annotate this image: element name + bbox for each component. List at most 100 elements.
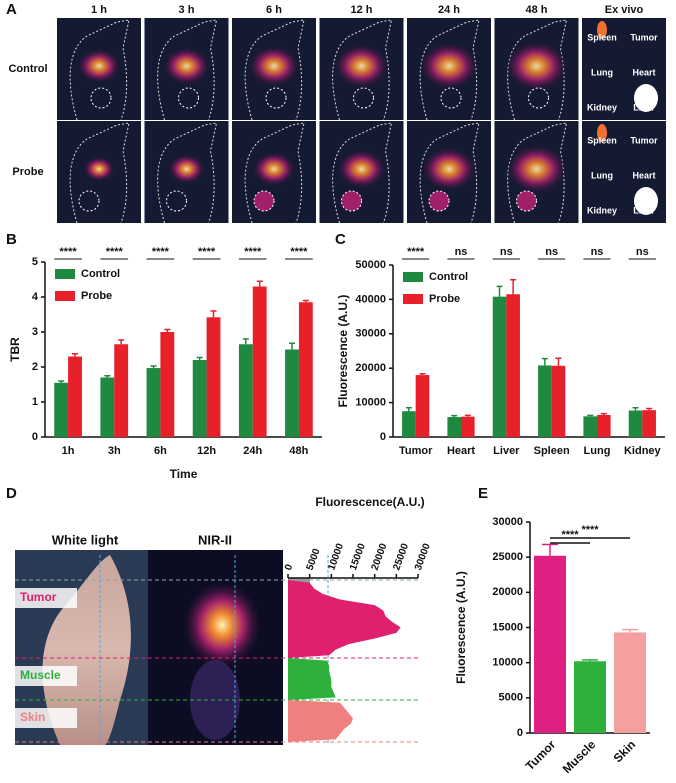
time-label: 3 h [179, 4, 195, 16]
image-title: NIR-II [198, 532, 232, 547]
y-tick-label: 1 [32, 396, 38, 408]
time-label: Ex vivo [605, 4, 644, 16]
x-tick-label: Muscle [560, 737, 599, 776]
time-label: 24 h [438, 4, 460, 16]
error-bar [541, 357, 548, 366]
significance: ns [591, 246, 604, 258]
significance: **** [581, 524, 599, 536]
bar [534, 555, 566, 733]
legend-swatch [403, 294, 423, 304]
error-bar [646, 407, 653, 411]
bar [54, 382, 69, 437]
organ [634, 187, 658, 215]
significance: **** [290, 246, 308, 258]
tumor-roi [265, 87, 287, 109]
profile-area [288, 700, 353, 742]
error-bar [582, 659, 598, 662]
organ-label: Tumor [630, 32, 658, 42]
bar [192, 360, 207, 437]
error-bar [496, 285, 503, 297]
tumor-roi [78, 190, 100, 212]
bar [447, 417, 461, 437]
significance: **** [60, 246, 78, 258]
y-tick-label: 20000 [355, 362, 386, 374]
x-tick-label: Skin [611, 737, 639, 765]
y-tick-label: 5 [32, 256, 38, 268]
x-tick-label: 24h [243, 445, 262, 457]
mouse-outline [69, 122, 130, 224]
time-label: 12 h [350, 4, 372, 16]
y-tick-label: 10000 [492, 657, 523, 669]
bar [238, 344, 253, 437]
organ [634, 84, 658, 112]
y-tick-label: 15000 [492, 621, 523, 633]
x-tick-label: Tumor [399, 445, 433, 457]
bar [597, 414, 611, 437]
x-axis-label: Fluorescence(A.U.) [315, 495, 424, 509]
error-bar [164, 328, 171, 332]
error-bar [555, 357, 562, 366]
bar [285, 349, 299, 437]
organ-label: Spleen [587, 32, 617, 42]
x-tick-label: Kidney [624, 445, 662, 457]
x-tick-label: 6h [154, 445, 167, 457]
bar [574, 661, 606, 733]
y-tick-label: 3 [32, 326, 38, 338]
x-tick-label: 15000 [348, 542, 368, 572]
x-tick-label: Lung [584, 445, 611, 457]
y-tick-label: 40000 [355, 293, 386, 305]
x-tick-label: 3h [108, 445, 121, 457]
region-label: Muscle [20, 668, 61, 682]
row-label: Control [8, 63, 47, 75]
y-tick-label: 30000 [355, 328, 386, 340]
bar [402, 411, 416, 437]
tumor-roi [516, 190, 537, 212]
significance: **** [106, 246, 124, 258]
organ-label: Heart [632, 170, 655, 180]
significance: ns [636, 246, 649, 258]
mouse-outline [69, 19, 130, 121]
bar [551, 365, 566, 437]
region-label: Tumor [20, 590, 57, 604]
signal-glow [504, 40, 569, 92]
region-tag [15, 708, 77, 728]
tumor-roi [90, 87, 112, 109]
mouse-outline [419, 19, 480, 121]
error-bar [196, 356, 203, 360]
organ-label: Liver [633, 205, 655, 215]
tumor-roi [428, 190, 450, 212]
legend-swatch [55, 291, 75, 301]
signal-glow [333, 43, 390, 89]
mouse-outline [244, 122, 305, 224]
tumor-roi [166, 190, 187, 212]
panel-label: C [335, 231, 346, 248]
signal-glow [77, 48, 121, 84]
signal-glow [167, 153, 206, 185]
error-bar [632, 407, 639, 411]
mouse-outline [332, 19, 393, 121]
tumor-roi [178, 87, 199, 109]
bar [506, 294, 520, 437]
mouse-outline [419, 122, 480, 224]
y-tick-label: 10000 [355, 397, 386, 409]
mouse-outline [157, 122, 218, 224]
bar [642, 410, 656, 437]
bar [298, 302, 313, 437]
organ-label: Tumor [630, 135, 658, 145]
y-axis-label: Fluorescence (A.U.) [454, 571, 468, 684]
significance: **** [561, 529, 579, 541]
signal-glow [419, 42, 479, 90]
image-title: White light [52, 532, 119, 547]
y-tick-label: 25000 [492, 551, 523, 563]
legend-label: Probe [429, 293, 460, 305]
mouse-outline [507, 122, 568, 224]
error-bar [302, 299, 309, 303]
organ [597, 21, 607, 39]
x-tick-label: Spleen [534, 445, 570, 457]
bar [614, 632, 646, 733]
legend-label: Control [81, 268, 120, 280]
panel-label: A [6, 1, 17, 18]
error-bar [510, 279, 517, 295]
region-tag [15, 666, 77, 686]
